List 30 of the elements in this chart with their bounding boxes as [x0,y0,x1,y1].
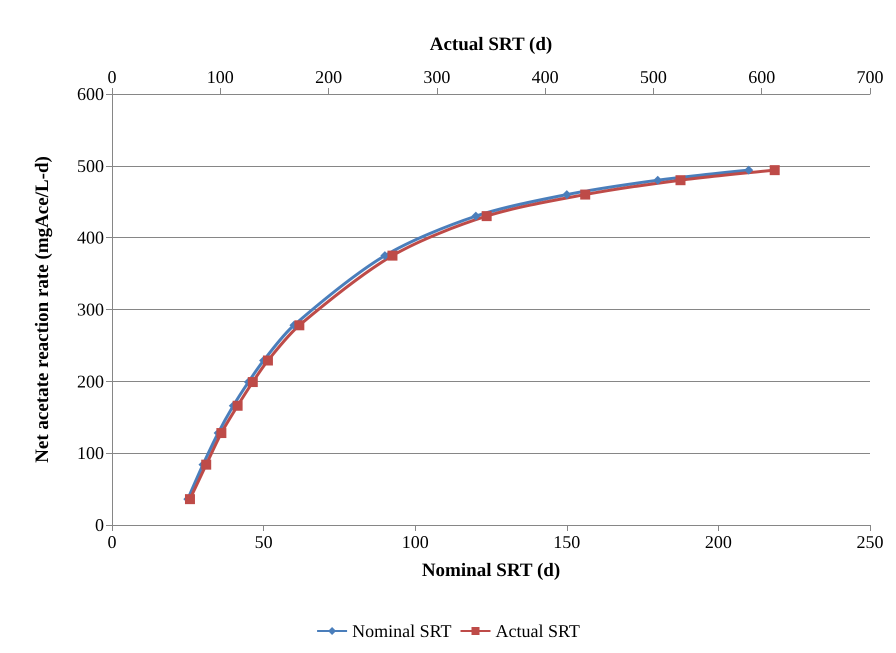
y-tick-label: 200 [77,371,104,392]
point [562,190,572,200]
y-tick-label: 600 [77,84,104,104]
x-tick-label: 0 [108,532,116,552]
point [471,212,480,221]
x-tick-label: 100 [402,532,429,552]
x2-tick-label: 500 [640,67,667,87]
x-tick-label: 200 [704,532,732,552]
x-axis-title: Nominal SRT (d) [422,560,560,581]
y-tick-label: 0 [95,515,104,535]
x2-tick-label: 200 [315,67,342,87]
x2-axis-title: Actual SRT (d) [430,34,552,55]
legend-label: Actual SRT [496,621,580,641]
x2-tick-label: 400 [532,67,559,87]
x2-tick-label: 600 [748,67,776,87]
x2-tick-label: 700 [856,67,884,87]
y-tick-label: 400 [77,228,104,248]
x2-tick-label: 300 [423,67,450,87]
y-tick-label: 500 [77,156,104,176]
legend-label: Nominal SRT [352,621,452,641]
y-axis-title: Net acetate reaction rate (mgAce/L-d) [32,156,53,463]
x-tick-label: 250 [856,532,884,552]
y-tick-label: 300 [77,300,104,320]
point [744,166,754,175]
x-tick-label: 50 [254,532,273,552]
y-tick-label: 100 [77,443,104,464]
point [653,176,662,185]
x-tick-label: 150 [553,532,580,552]
x2-tick-label: 100 [206,67,234,87]
x2-tick-label: 0 [108,67,116,87]
